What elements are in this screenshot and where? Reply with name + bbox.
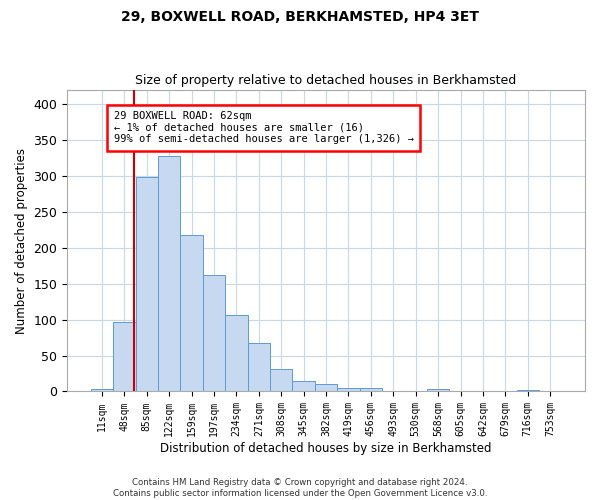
- Bar: [517, 390, 539, 392]
- Bar: [136, 178, 158, 392]
- Bar: [539, 391, 562, 392]
- Bar: [292, 382, 315, 392]
- Text: 29 BOXWELL ROAD: 62sqm
← 1% of detached houses are smaller (16)
99% of semi-deta: 29 BOXWELL ROAD: 62sqm ← 1% of detached …: [113, 111, 413, 144]
- Bar: [225, 316, 248, 392]
- X-axis label: Distribution of detached houses by size in Berkhamsted: Distribution of detached houses by size …: [160, 442, 492, 455]
- Bar: [203, 275, 225, 392]
- Bar: [270, 369, 292, 392]
- Bar: [113, 322, 136, 392]
- Bar: [248, 342, 270, 392]
- Bar: [360, 388, 382, 392]
- Text: 29, BOXWELL ROAD, BERKHAMSTED, HP4 3ET: 29, BOXWELL ROAD, BERKHAMSTED, HP4 3ET: [121, 10, 479, 24]
- Bar: [158, 156, 181, 392]
- Y-axis label: Number of detached properties: Number of detached properties: [15, 148, 28, 334]
- Bar: [337, 388, 360, 392]
- Bar: [315, 384, 337, 392]
- Bar: [91, 390, 113, 392]
- Text: Contains HM Land Registry data © Crown copyright and database right 2024.
Contai: Contains HM Land Registry data © Crown c…: [113, 478, 487, 498]
- Title: Size of property relative to detached houses in Berkhamsted: Size of property relative to detached ho…: [136, 74, 517, 87]
- Bar: [181, 236, 203, 392]
- Bar: [427, 390, 449, 392]
